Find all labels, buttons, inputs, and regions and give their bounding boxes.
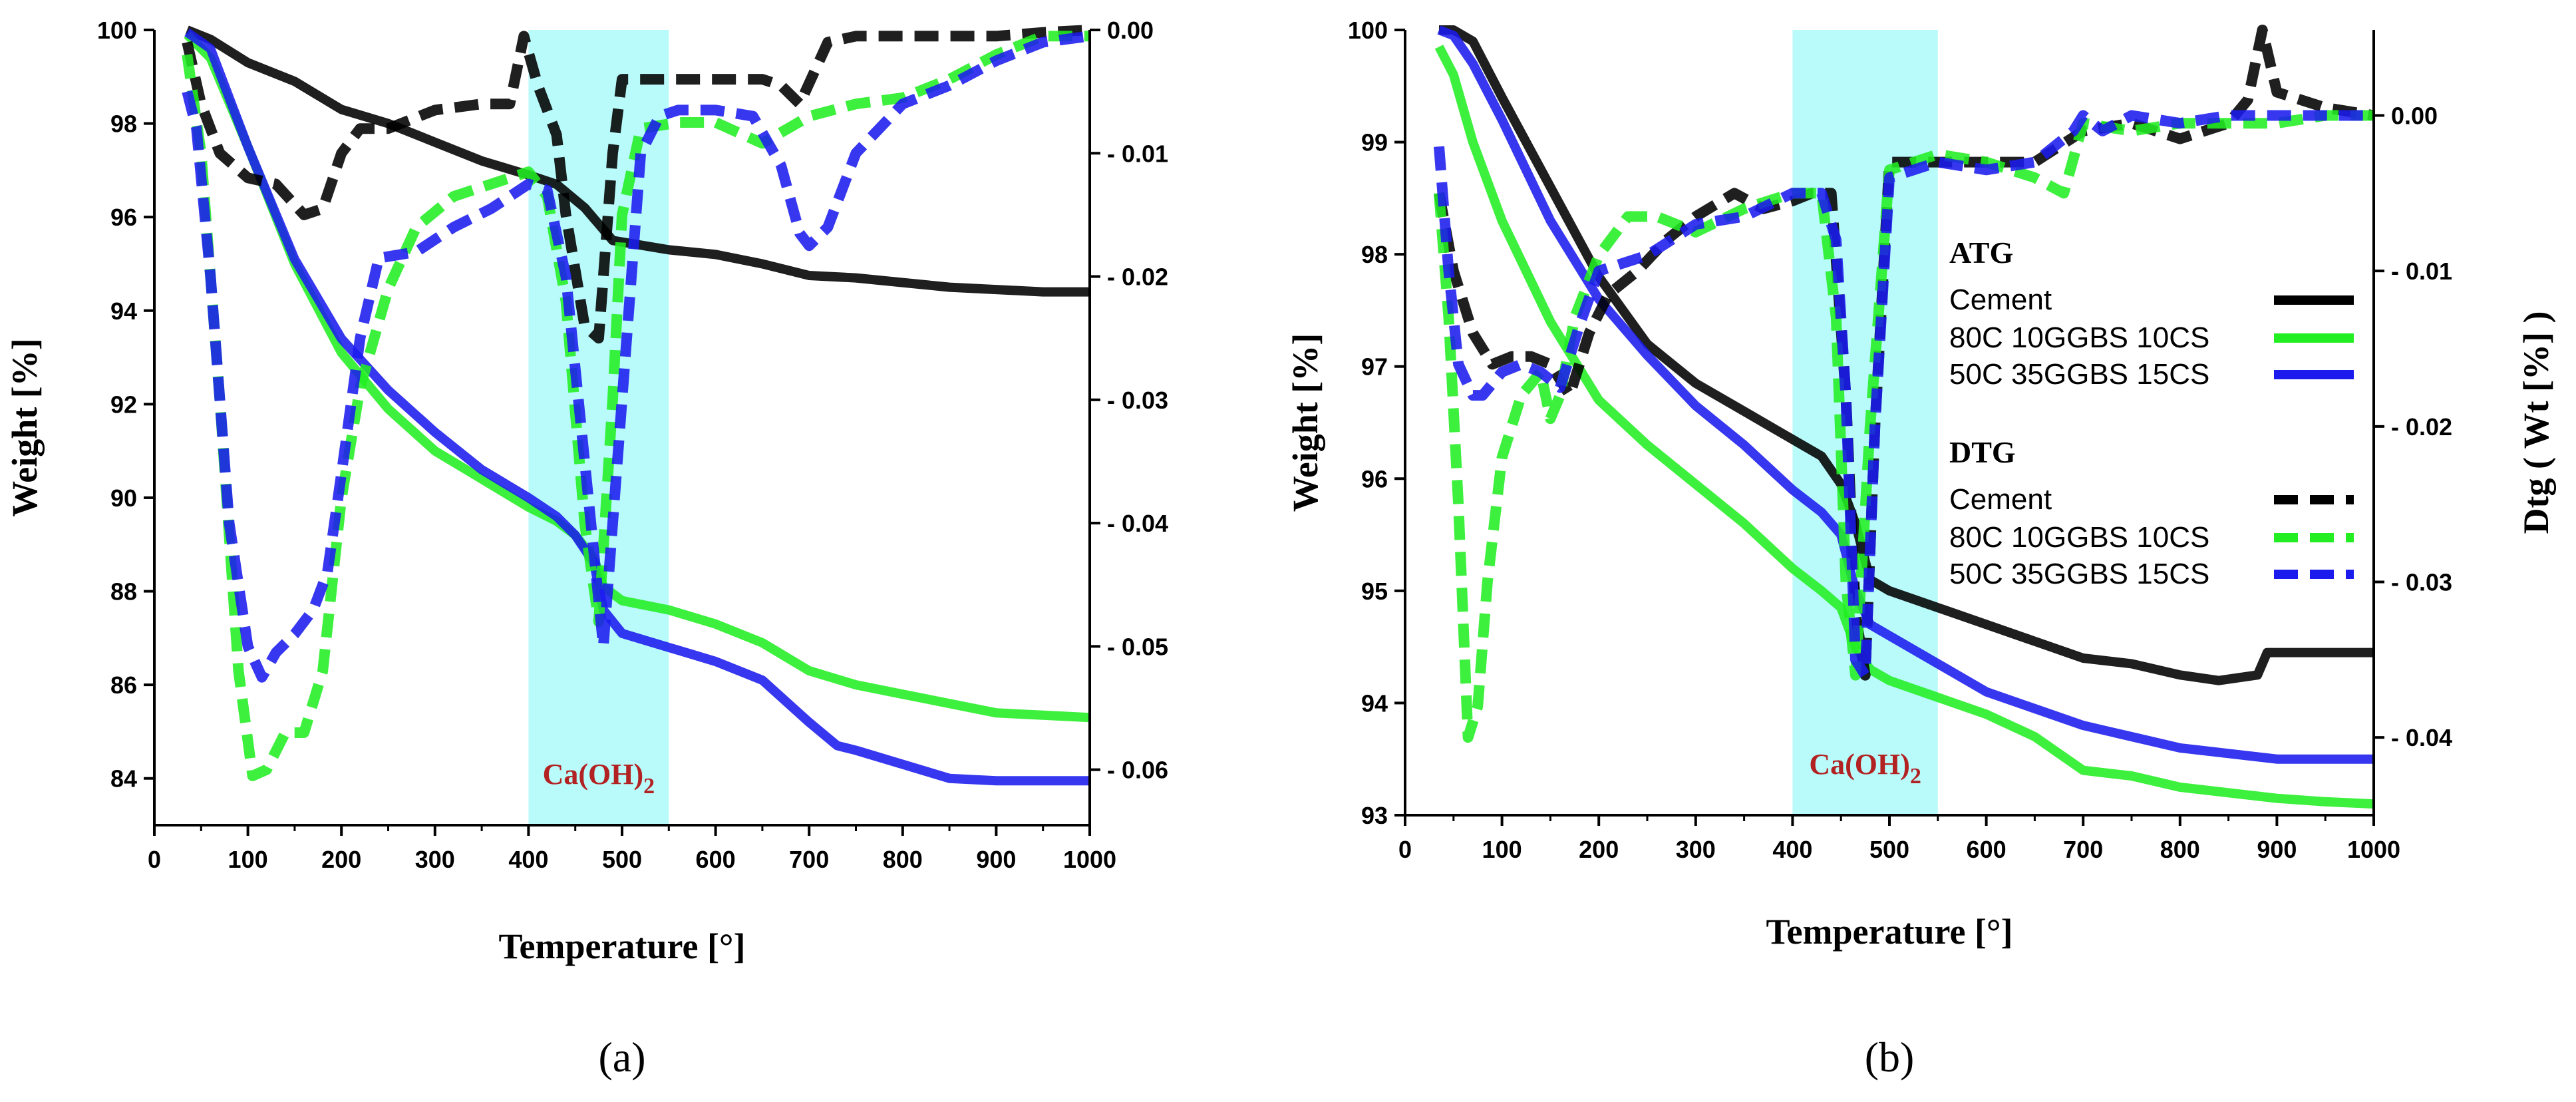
legend-entry-label: 50C 35GGBS 15CS [1949, 558, 2209, 590]
x-tick-label: 400 [1772, 836, 1812, 863]
x-tick-label: 800 [2160, 836, 2200, 863]
y-axis-title: Weight [%] [5, 338, 45, 516]
panel-a: 0 100 200 300 400 500 600 700 800 900 1000 84 86 88 90… [5, 17, 1168, 1081]
x-tick-label: 0 [1398, 836, 1412, 863]
legend-group-title: DTG [1949, 435, 2016, 469]
y2-tick-label: 0.00 [2391, 102, 2438, 130]
y-tick-label: 97 [1361, 353, 1388, 381]
x-tick-label: 300 [415, 846, 455, 873]
legend-entry-label: 50C 35GGBS 15CS [1949, 358, 2209, 391]
y-tick-label: 94 [1361, 689, 1388, 717]
x-tick-label: 100 [1482, 836, 1522, 863]
x-axis-title: Temperature [°] [498, 926, 745, 966]
y2-tick-label: - 0.01 [2391, 258, 2452, 285]
panel-label: (b) [1865, 1033, 1915, 1081]
series-cement-dtg [182, 25, 1090, 344]
x-tick-label: 200 [321, 846, 361, 873]
y2-tick-label: - 0.03 [2391, 569, 2452, 596]
y-tick-label: 95 [1361, 578, 1388, 605]
x-tick-label: 200 [1579, 836, 1619, 863]
y2-tick-label: - 0.06 [1107, 757, 1168, 784]
x-tick-label: 600 [1967, 836, 2007, 863]
y-tick-label: 84 [110, 765, 137, 793]
y2-tick-label: - 0.01 [1107, 140, 1168, 167]
y-tick-label: 90 [110, 484, 137, 512]
x-tick-label: 1000 [2347, 836, 2400, 863]
legend-entry-label: Cement [1949, 283, 2052, 316]
y-tick-label: 92 [110, 391, 137, 418]
x-tick-label: 1000 [1063, 846, 1116, 873]
series-c50-dtg [1434, 110, 2374, 681]
caoh2-label: Ca(OH)2 [1809, 748, 1921, 789]
x-tick-label: 100 [228, 846, 268, 873]
caoh2-label: Ca(OH)2 [543, 758, 655, 799]
y2-axis-title: Dtg ( Wt [%] ) [2516, 311, 2556, 534]
x-tick-label: 800 [883, 846, 923, 873]
y-tick-label: 99 [1361, 129, 1388, 156]
y-tick-label: 100 [1348, 17, 1388, 44]
x-tick-label: 700 [789, 846, 829, 873]
x-axis-title: Temperature [°] [1766, 912, 2012, 952]
x-tick-label: 0 [148, 846, 161, 873]
y-tick-label: 96 [110, 204, 137, 231]
y-tick-label: 88 [110, 578, 137, 606]
y-axis-title: Weight [%] [1285, 333, 1325, 512]
x-tick-label: 500 [1869, 836, 1909, 863]
x-tick-label: 300 [1676, 836, 1716, 863]
y2-tick-label: - 0.04 [2391, 724, 2452, 751]
y2-tick-label: - 0.02 [2391, 413, 2452, 441]
y-tick-label: 100 [97, 17, 137, 44]
x-tick-label: 400 [508, 846, 548, 873]
legend-entry-label: 80C 10GGBS 10CS [1949, 321, 2209, 354]
y2-tick-label: - 0.05 [1107, 633, 1168, 660]
y-tick-label: 96 [1361, 465, 1388, 492]
y-tick-label: 93 [1361, 802, 1388, 829]
series-cement-dtg [1434, 25, 2375, 681]
x-tick-label: 900 [976, 846, 1016, 873]
series-c50-dtg [182, 31, 1091, 683]
y-tick-label: 86 [110, 671, 137, 699]
y-tick-label: 94 [110, 297, 137, 325]
series-cement-atg [185, 25, 1090, 297]
y-tick-label: 98 [1361, 241, 1388, 268]
panel-b: 0 100 200 300 400 500 600 700 800 900 1000 93 94 95 96… [1285, 17, 2556, 1081]
x-tick-label: 600 [696, 846, 736, 873]
panel-label: (a) [598, 1033, 645, 1081]
x-tick-label: 700 [2063, 836, 2103, 863]
x-tick-label: 500 [602, 846, 642, 873]
y2-tick-label: - 0.04 [1107, 510, 1168, 537]
legend-group-title: ATG [1949, 236, 2013, 270]
legend-entry-label: Cement [1949, 483, 2052, 516]
y2-tick-label: - 0.02 [1107, 264, 1168, 291]
legend-entry-label: 80C 10GGBS 10CS [1949, 521, 2209, 554]
y2-tick-label: - 0.03 [1107, 387, 1168, 414]
caoh2-band [528, 30, 669, 825]
y-tick-label: 98 [110, 110, 137, 138]
y2-tick-label: 0.00 [1107, 17, 1154, 44]
x-tick-label: 900 [2257, 836, 2297, 863]
